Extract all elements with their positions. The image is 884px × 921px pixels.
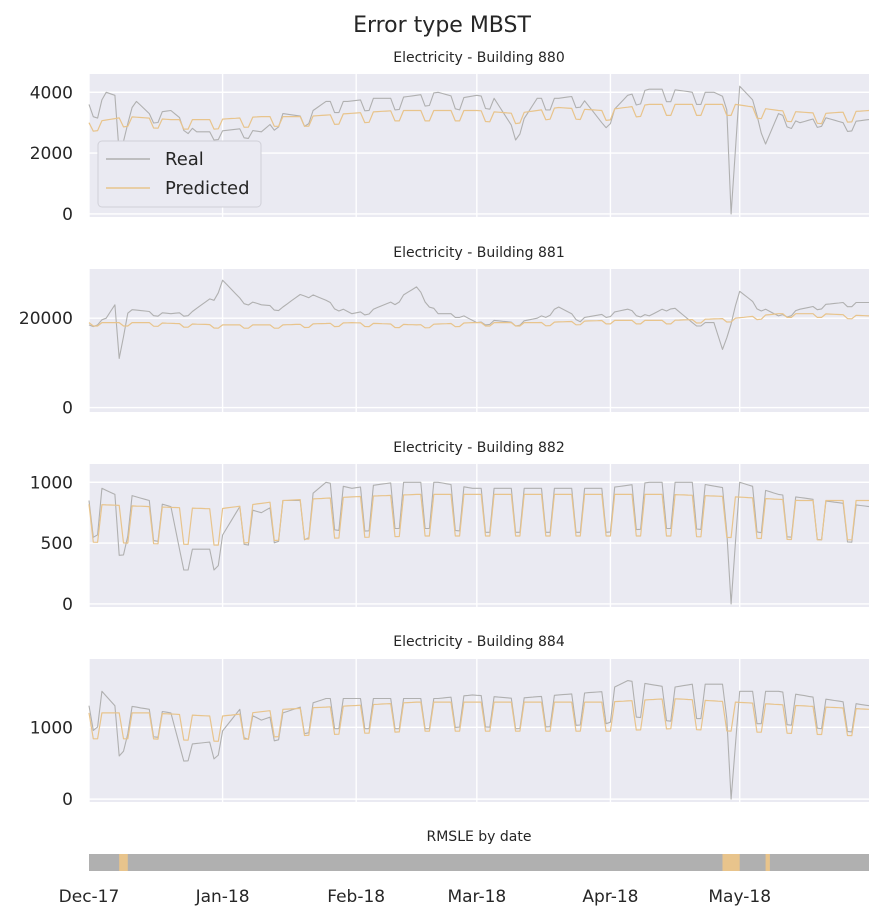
rmsle-high-cell [119, 854, 128, 871]
panel-882-series [88, 481, 870, 605]
panel-880-series [88, 85, 870, 215]
panel-880-yticks: 0 2000 4000 [30, 83, 73, 225]
y-tick-label: 4000 [30, 83, 73, 103]
panel-884-series [88, 680, 870, 800]
x-tick-label: May-18 [708, 887, 771, 907]
panel-881-series [88, 279, 870, 359]
rmsle-title: RMSLE by date [427, 829, 532, 845]
y-tick-label: 0 [62, 205, 73, 225]
panel-884: Electricity - Building 884 0 1000 [30, 634, 870, 810]
panel-882: Electricity - Building 882 0 500 1000 [30, 440, 870, 615]
legend-box [97, 140, 262, 208]
panel-881-background [89, 269, 869, 412]
panel-880-title: Electricity - Building 880 [393, 50, 564, 66]
panel-882-yticks: 0 500 1000 [30, 473, 73, 615]
panel-884-grid [88, 659, 869, 802]
y-tick-label: 1000 [30, 718, 73, 738]
y-tick-label: 0 [62, 595, 73, 615]
y-tick-label: 2000 [30, 144, 73, 164]
figure-title: Error type MBST [353, 13, 531, 38]
series-predicted-line [88, 493, 869, 546]
panel-882-background [89, 464, 869, 607]
y-tick-label: 0 [62, 790, 73, 810]
legend-predicted-label: Predicted [165, 178, 250, 199]
legend: Real Predicted [97, 140, 262, 208]
rmsle-panel: RMSLE by date [89, 829, 869, 871]
series-real-line [88, 85, 870, 215]
y-tick-label: 1000 [30, 473, 73, 493]
panel-884-yticks: 0 1000 [30, 718, 73, 810]
y-tick-label: 20000 [19, 309, 73, 329]
x-tick-label: Dec-17 [59, 887, 120, 907]
series-predicted-line [88, 103, 870, 132]
panel-884-background [89, 659, 869, 802]
rmsle-high-cell [722, 854, 740, 871]
x-tick-label: Apr-18 [582, 887, 638, 907]
series-real-line [88, 481, 870, 605]
x-tick-label: Jan-18 [195, 887, 250, 907]
series-predicted-line [88, 313, 870, 329]
x-tick-label: Feb-18 [327, 887, 385, 907]
series-real-line [88, 680, 870, 800]
y-tick-label: 0 [62, 399, 73, 419]
panel-881-yticks: 0 20000 [19, 309, 73, 418]
panel-881-title: Electricity - Building 881 [393, 245, 564, 261]
rmsle-high-cells [119, 854, 770, 871]
legend-real-label: Real [165, 149, 204, 170]
panel-882-title: Electricity - Building 882 [393, 440, 564, 456]
x-tick-label: Mar-18 [447, 887, 506, 907]
rmsle-high-cell [765, 854, 770, 871]
panel-884-title: Electricity - Building 884 [393, 634, 565, 650]
panel-880: Electricity - Building 880 0 2000 4000 Rea… [30, 50, 870, 225]
rmsle-strip [89, 854, 869, 871]
panel-881: Electricity - Building 881 0 20000 [19, 245, 870, 419]
x-axis-labels: Dec-17 Jan-18 Feb-18 Mar-18 Apr-18 May-18 [59, 887, 771, 907]
series-predicted-line [88, 698, 870, 742]
y-tick-label: 500 [41, 534, 73, 554]
